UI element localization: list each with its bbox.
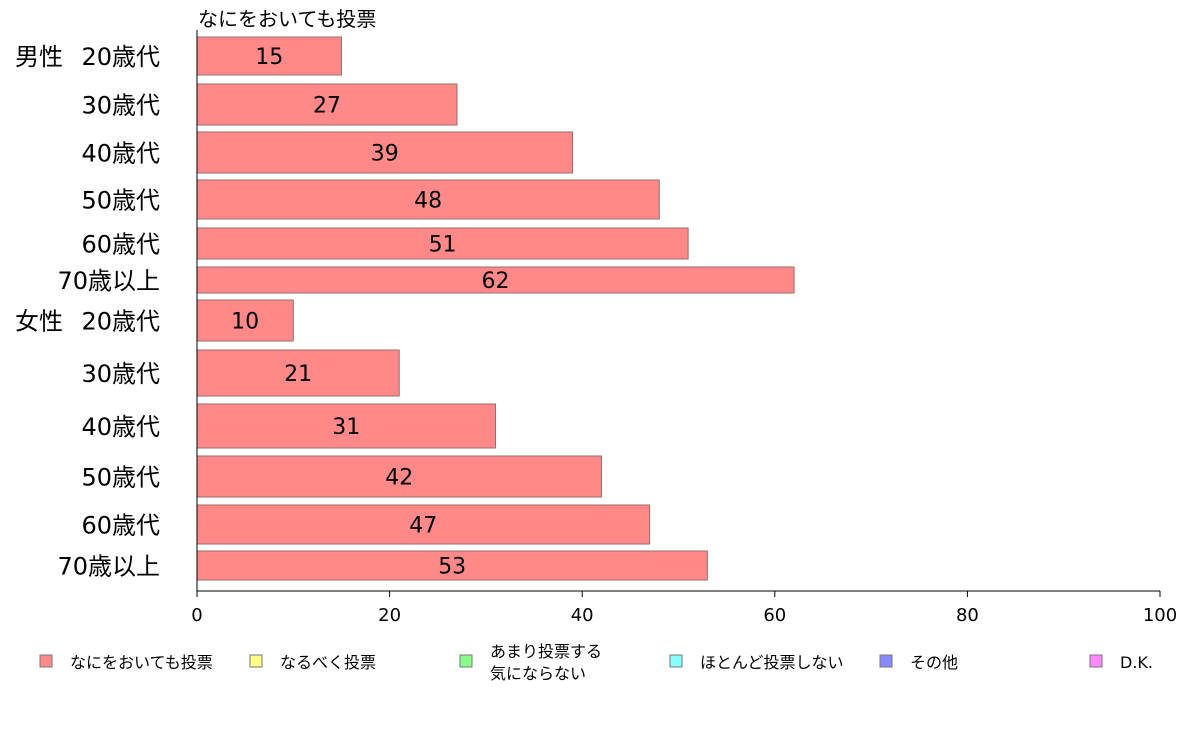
x-tick-label: 100 [1143,605,1177,626]
bar-value-label: 42 [385,466,413,491]
group-label: 男性 [15,43,63,71]
bar-value-label: 10 [231,310,259,335]
chart-title: なにをおいても投票 [198,7,376,31]
category-label: 40歳代 [81,413,160,441]
legend-label: あまり投票する [490,642,602,661]
legend-label: 気にならない [490,664,586,683]
x-tick-label: 80 [956,605,979,626]
bar [196,83,458,126]
legend-swatch [879,654,893,668]
x-tick-label: 60 [763,605,786,626]
category-label: 30歳代 [81,92,160,120]
bar-value-label: 27 [313,94,341,119]
category-label: 20歳代 [81,43,160,71]
category-label: 40歳代 [81,140,160,168]
bar [196,299,294,342]
legend-label: なるべく投票 [280,653,376,672]
legend-swatch [39,654,53,668]
x-tick-label: 40 [571,605,594,626]
legend-label: なにをおいても投票 [70,653,213,672]
x-tick-label: 0 [191,605,202,626]
category-label: 60歳代 [81,231,160,259]
bar-value-label: 51 [429,233,457,258]
legend-swatch [1089,654,1103,668]
category-label: 60歳代 [81,512,160,540]
bar [196,227,689,260]
bar [196,179,660,220]
category-label: 70歳以上 [57,267,160,295]
legend-label: ほとんど投票しない [700,653,844,672]
x-axis: 0 20 40 60 80 100 [191,30,1177,626]
group-label: 女性 [15,308,63,336]
legend-swatch [669,654,683,668]
bar [196,131,574,174]
category-label: 20歳代 [81,308,160,336]
bar-value-label: 15 [255,45,283,70]
bar [196,550,708,581]
bar [196,455,602,498]
bar-value-label: 53 [438,555,466,580]
bar [196,504,651,545]
bar [196,36,342,76]
bar-value-label: 39 [371,142,399,167]
bar-value-label: 21 [284,362,312,387]
category-label: 50歳代 [81,464,160,492]
bar-value-label: 31 [332,415,360,440]
bar-value-label: 62 [482,269,510,294]
bar-value-label: 47 [409,514,437,539]
bars-layer: 1520歳代男性2730歳代3940歳代4850歳代5160歳代6270歳以上1… [15,36,795,581]
legend-label: その他 [910,653,958,672]
category-label: 70歳以上 [57,553,160,581]
legend-swatch [249,654,263,668]
bar-value-label: 48 [414,189,442,214]
legend-swatch [459,654,473,668]
category-label: 50歳代 [81,187,160,215]
category-label: 30歳代 [81,360,160,388]
legend-label: D.K. [1120,653,1153,672]
x-tick-label: 20 [378,605,401,626]
